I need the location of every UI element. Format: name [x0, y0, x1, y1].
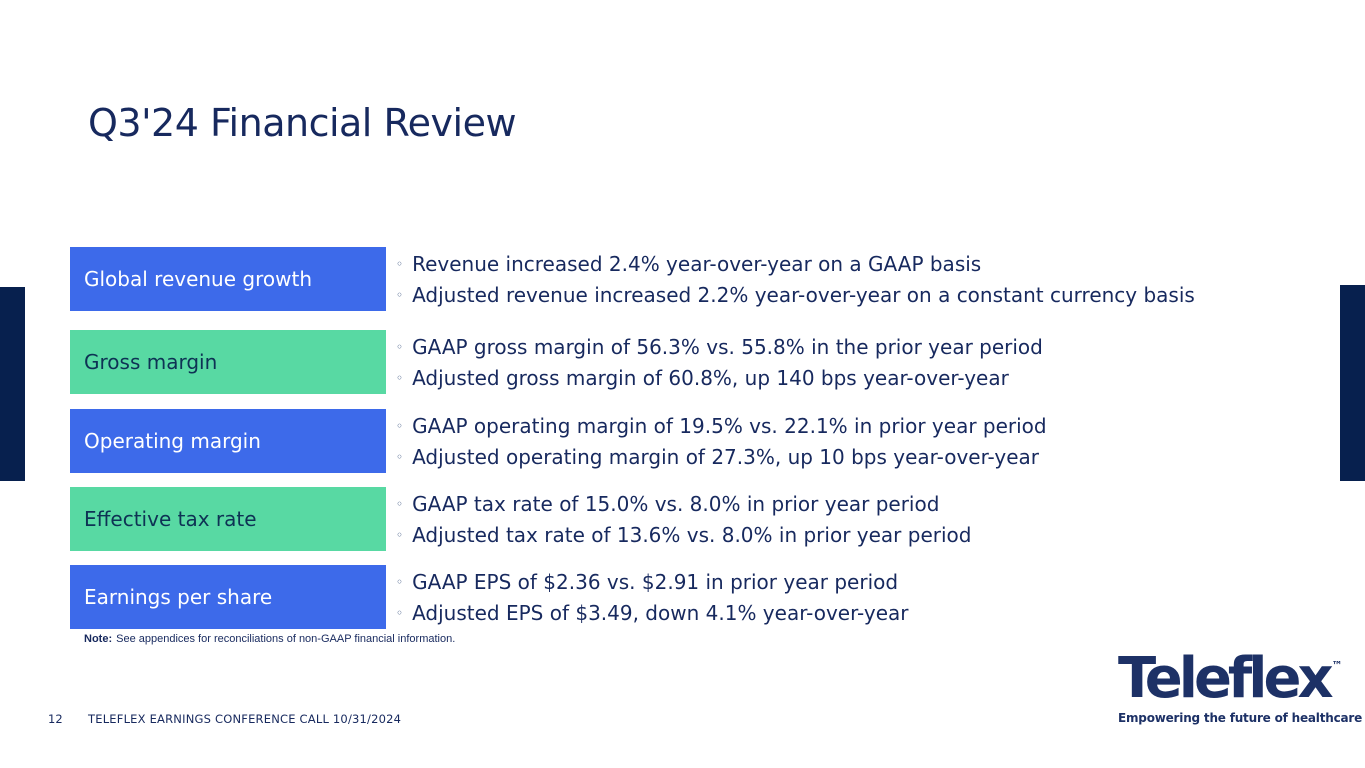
- bullet-icon: ◦: [396, 256, 404, 271]
- bullet-item: ◦ GAAP operating margin of 19.5% vs. 22.…: [396, 410, 1047, 441]
- bullet-icon: ◦: [396, 370, 404, 385]
- bullet-item: ◦ Revenue increased 2.4% year-over-year …: [396, 248, 1195, 279]
- bullet-icon: ◦: [396, 449, 404, 464]
- bullet-text: Revenue increased 2.4% year-over-year on…: [412, 251, 982, 276]
- bullet-list: ◦ Revenue increased 2.4% year-over-year …: [396, 248, 1195, 310]
- bullet-list: ◦ GAAP EPS of $2.36 vs. $2.91 in prior y…: [396, 566, 909, 628]
- bullet-text: GAAP tax rate of 15.0% vs. 8.0% in prior…: [412, 491, 940, 516]
- financial-row-earnings-per-share: Earnings per share ◦ GAAP EPS of $2.36 v…: [70, 565, 1340, 629]
- bullet-text: Adjusted gross margin of 60.8%, up 140 b…: [412, 365, 1009, 390]
- bullet-list: ◦ GAAP tax rate of 15.0% vs. 8.0% in pri…: [396, 488, 971, 550]
- row-label-operating-margin: Operating margin: [70, 409, 386, 473]
- bullet-text: GAAP gross margin of 56.3% vs. 55.8% in …: [412, 334, 1043, 359]
- bullet-item: ◦ Adjusted revenue increased 2.2% year-o…: [396, 279, 1195, 310]
- bullet-text: Adjusted revenue increased 2.2% year-ove…: [412, 282, 1195, 307]
- bullet-text: Adjusted EPS of $3.49, down 4.1% year-ov…: [412, 600, 909, 625]
- bullet-icon: ◦: [396, 418, 404, 433]
- bullet-list: ◦ GAAP gross margin of 56.3% vs. 55.8% i…: [396, 331, 1043, 393]
- bullet-item: ◦ Adjusted EPS of $3.49, down 4.1% year-…: [396, 597, 909, 628]
- footnote-label: Note:: [84, 633, 113, 645]
- bullet-icon: ◦: [396, 496, 404, 511]
- teleflex-wordmark-text: Teleflex: [1118, 646, 1334, 711]
- footnote-text: See appendices for reconciliations of no…: [116, 633, 456, 645]
- row-label-gross-margin: Gross margin: [70, 330, 386, 394]
- page-title: Q3'24 Financial Review: [88, 101, 517, 145]
- financial-row-effective-tax-rate: Effective tax rate ◦ GAAP tax rate of 15…: [70, 487, 1340, 551]
- row-label-effective-tax-rate: Effective tax rate: [70, 487, 386, 551]
- bullet-icon: ◦: [396, 574, 404, 589]
- bullet-item: ◦ Adjusted gross margin of 60.8%, up 140…: [396, 362, 1043, 393]
- row-label-earnings-per-share: Earnings per share: [70, 565, 386, 629]
- bullet-item: ◦ Adjusted operating margin of 27.3%, up…: [396, 441, 1047, 472]
- bullet-item: ◦ GAAP tax rate of 15.0% vs. 8.0% in pri…: [396, 488, 971, 519]
- bullet-item: ◦ GAAP EPS of $2.36 vs. $2.91 in prior y…: [396, 566, 909, 597]
- page-number: 12: [48, 712, 63, 726]
- right-accent-bar: [1340, 285, 1365, 481]
- bullet-icon: ◦: [396, 287, 404, 302]
- teleflex-logo: Teleflex ™ Empowering the future of healt…: [1118, 651, 1363, 726]
- bullet-text: GAAP EPS of $2.36 vs. $2.91 in prior yea…: [412, 569, 899, 594]
- teleflex-wordmark: Teleflex ™: [1118, 651, 1343, 707]
- footnote: Note: See appendices for reconciliations …: [84, 633, 455, 645]
- financial-row-global-revenue-growth: Global revenue growth ◦ Revenue increase…: [70, 247, 1340, 311]
- bullet-item: ◦ GAAP gross margin of 56.3% vs. 55.8% i…: [396, 331, 1043, 362]
- financial-row-operating-margin: Operating margin ◦ GAAP operating margin…: [70, 409, 1340, 473]
- bullet-text: Adjusted tax rate of 13.6% vs. 8.0% in p…: [412, 522, 972, 547]
- left-accent-bar: [0, 287, 25, 481]
- teleflex-tagline: Empowering the future of healthcare: [1118, 711, 1363, 725]
- bullet-icon: ◦: [396, 339, 404, 354]
- bullet-icon: ◦: [396, 605, 404, 620]
- row-label-global-revenue-growth: Global revenue growth: [70, 247, 386, 311]
- bullet-item: ◦ Adjusted tax rate of 13.6% vs. 8.0% in…: [396, 519, 971, 550]
- bullet-list: ◦ GAAP operating margin of 19.5% vs. 22.…: [396, 410, 1047, 472]
- bullet-text: GAAP operating margin of 19.5% vs. 22.1%…: [412, 413, 1047, 438]
- footer-title: TELEFLEX EARNINGS CONFERENCE CALL 10/31/…: [88, 712, 402, 726]
- financial-row-gross-margin: Gross margin ◦ GAAP gross margin of 56.3…: [70, 330, 1340, 394]
- bullet-text: Adjusted operating margin of 27.3%, up 1…: [412, 444, 1040, 469]
- trademark-symbol: ™: [1331, 659, 1343, 672]
- bullet-icon: ◦: [396, 527, 404, 542]
